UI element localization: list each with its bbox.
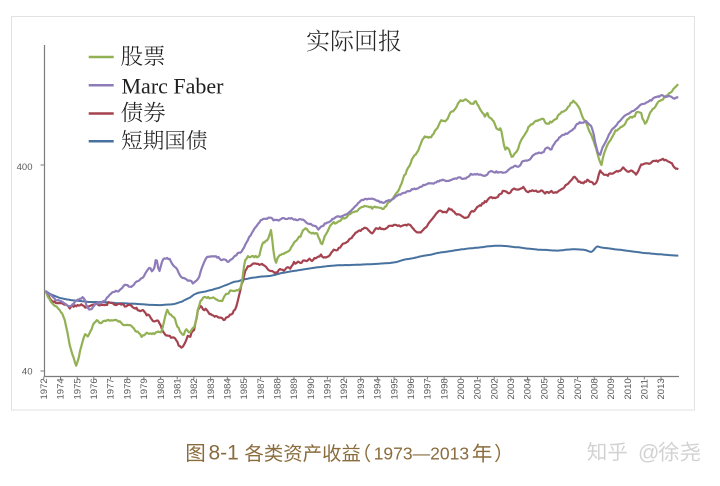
svg-text:40: 40 (22, 367, 33, 378)
svg-text:1992: 1992 (339, 378, 350, 399)
svg-text:1987: 1987 (256, 378, 267, 399)
svg-text:Marc Faber: Marc Faber (122, 74, 225, 99)
svg-text:1973—2013: 1973—2013 (374, 443, 469, 463)
svg-text:1980: 1980 (156, 378, 167, 399)
svg-text:1989: 1989 (289, 378, 300, 399)
svg-text:1979: 1979 (139, 378, 150, 399)
svg-text:1972: 1972 (39, 378, 50, 399)
svg-text:2006: 2006 (556, 378, 567, 399)
svg-text:1990: 1990 (306, 378, 317, 399)
svg-text:400: 400 (17, 162, 33, 173)
svg-text:1985: 1985 (239, 378, 250, 399)
svg-text:1983: 1983 (206, 378, 217, 399)
svg-text:1998: 1998 (439, 378, 450, 399)
svg-text:1988: 1988 (273, 378, 284, 399)
svg-text:2004: 2004 (523, 378, 534, 399)
svg-text:1982: 1982 (189, 378, 200, 399)
svg-text:1997: 1997 (423, 378, 434, 399)
svg-text:2002: 2002 (489, 378, 500, 399)
svg-text:1975: 1975 (72, 378, 83, 399)
svg-text:1993: 1993 (356, 378, 367, 399)
svg-text:2007: 2007 (573, 378, 584, 399)
svg-text:8-1: 8-1 (209, 441, 239, 464)
svg-text:2009: 2009 (606, 378, 617, 399)
svg-text:2001: 2001 (473, 378, 484, 399)
svg-text:1996: 1996 (406, 378, 417, 399)
svg-text:1994: 1994 (373, 378, 384, 399)
svg-text:1984: 1984 (223, 378, 234, 399)
svg-text:2010: 2010 (623, 378, 634, 399)
svg-text:2003: 2003 (506, 378, 517, 399)
svg-text:2000: 2000 (456, 378, 467, 399)
svg-text:1995: 1995 (389, 378, 400, 399)
svg-text:1977: 1977 (106, 378, 117, 399)
svg-text:@: @ (638, 441, 659, 464)
svg-text:1981: 1981 (172, 378, 183, 399)
svg-text:1974: 1974 (56, 378, 67, 399)
svg-text:1991: 1991 (323, 378, 334, 399)
svg-text:1976: 1976 (89, 378, 100, 399)
svg-text:2013: 2013 (656, 378, 667, 399)
svg-text:2005: 2005 (539, 378, 550, 399)
svg-text:2011: 2011 (640, 379, 651, 399)
svg-text:1978: 1978 (122, 378, 133, 399)
svg-text:2008: 2008 (589, 378, 600, 399)
